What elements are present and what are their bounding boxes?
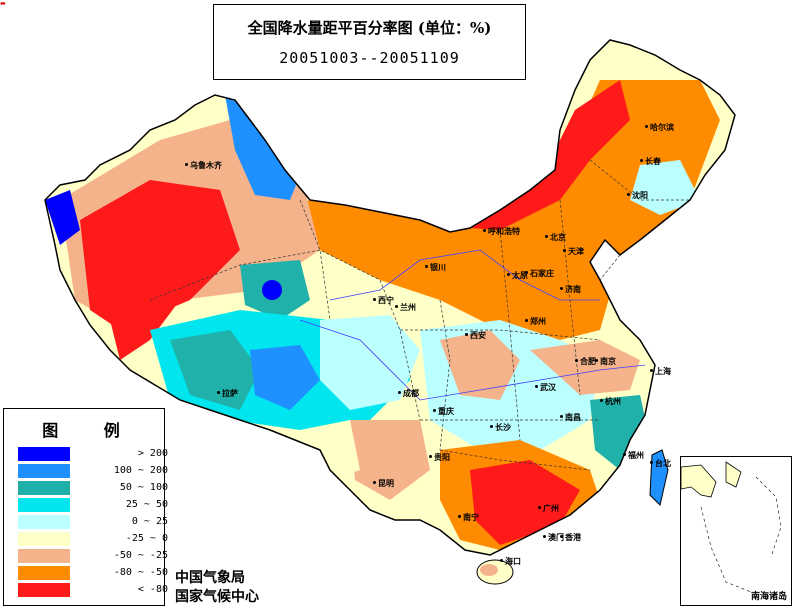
legend-swatch — [18, 515, 70, 529]
city-dot — [645, 125, 648, 128]
city-label: 银川 — [430, 263, 446, 272]
legend-swatch — [18, 532, 70, 546]
city-label: 拉萨 — [222, 389, 238, 398]
city-dot — [545, 235, 548, 238]
legend-swatch — [18, 447, 70, 461]
city-label: 南宁 — [463, 513, 479, 522]
city-dot — [500, 559, 503, 562]
city-label: 兰州 — [400, 303, 416, 312]
city-label: 昆明 — [378, 479, 394, 488]
city-dot — [217, 391, 220, 394]
city-dot — [507, 273, 510, 276]
legend-title: 图 例 — [42, 421, 140, 440]
legend-swatch — [18, 464, 70, 478]
city-label: 贵阳 — [434, 453, 450, 462]
city-dot — [458, 515, 461, 518]
city-label: 重庆 — [438, 407, 454, 416]
city-label: 杭州 — [605, 397, 621, 406]
city-label: 天津 — [568, 247, 584, 256]
title-box: 全国降水量距平百分率图 (单位：%) 20051003--20051109 — [213, 4, 526, 80]
city-label: 郑州 — [530, 317, 546, 326]
map-title: 全国降水量距平百分率图 (单位：%) — [247, 19, 492, 37]
city-dot — [465, 333, 468, 336]
taiwan-island — [649, 449, 669, 506]
legend-label: 0 ~ 25 — [131, 516, 168, 527]
legend: 图 例 > 200 100 ~ 200 50 ~ 100 25 ~ 50 0 ~ 25 -… — [3, 408, 168, 606]
legend-label: -50 ~ -25 — [113, 550, 168, 561]
legend-swatch — [18, 498, 70, 512]
city-label: 乌鲁木齐 — [190, 161, 222, 170]
city-label: 香港 — [565, 533, 581, 542]
city-dot — [640, 159, 643, 162]
city-dot — [538, 506, 541, 509]
city-dot — [535, 385, 538, 388]
city-dot — [595, 359, 598, 362]
legend-swatch — [18, 481, 70, 495]
legend-swatch — [18, 549, 70, 563]
city-dot — [627, 193, 630, 196]
city-label: 西宁 — [378, 296, 394, 305]
city-dot — [650, 369, 653, 372]
city-dot — [373, 481, 376, 484]
inset-label: 南海诸岛 — [750, 592, 787, 602]
city-dot — [398, 391, 401, 394]
credit-ncc: 国家气候中心 — [175, 589, 259, 605]
city-label: 长沙 — [495, 423, 511, 432]
legend-label: 50 ~ 100 — [119, 482, 168, 493]
legend-label: -80 ~ -50 — [113, 567, 168, 578]
legend-swatch — [18, 583, 70, 597]
city-dot — [543, 535, 546, 538]
city-label: 台北 — [655, 459, 671, 468]
city-label: 合肥 — [580, 357, 596, 366]
credit-cma: 中国气象局 — [175, 570, 245, 586]
city-dot — [525, 271, 528, 274]
city-label: 福州 — [628, 451, 644, 460]
city-dot — [560, 287, 563, 290]
city-dot — [623, 453, 626, 456]
legend-label: -25 ~ 0 — [125, 533, 168, 544]
city-dot — [433, 409, 436, 412]
city-dot — [483, 229, 486, 232]
city-label: 澳门 — [548, 533, 564, 542]
legend-swatch — [18, 566, 70, 580]
city-label: 广州 — [543, 504, 559, 513]
city-label: 济南 — [565, 285, 581, 294]
city-dot — [425, 265, 428, 268]
city-dot — [650, 461, 653, 464]
city-label: 成都 — [403, 389, 419, 398]
city-label: 海口 — [505, 557, 521, 566]
city-label: 呼和浩特 — [488, 227, 520, 236]
city-dot — [560, 535, 563, 538]
legend-label: 100 ~ 200 — [113, 465, 168, 476]
city-label: 西安 — [470, 331, 486, 340]
city-dot — [185, 163, 188, 166]
city-dot — [490, 425, 493, 428]
city-label: 沈阳 — [632, 191, 648, 200]
city-dot — [373, 298, 376, 301]
city-dot — [600, 399, 603, 402]
legend-label: < -80 — [137, 584, 168, 595]
city-label: 石家庄 — [530, 269, 554, 278]
city-dot — [525, 319, 528, 322]
south-china-sea-inset: 南海诸岛 — [680, 456, 792, 606]
city-dot — [429, 455, 432, 458]
city-label: 北京 — [550, 233, 566, 242]
inset-map — [680, 461, 782, 593]
legend-label: 25 ~ 50 — [125, 499, 168, 510]
city-dot — [560, 415, 563, 418]
city-label: 哈尔滨 — [650, 123, 674, 132]
city-label: 武汉 — [540, 383, 556, 392]
city-label: 上海 — [655, 367, 671, 376]
city-dot — [575, 359, 578, 362]
city-dot — [395, 305, 398, 308]
date-range: 20051003--20051109 — [279, 49, 460, 67]
rivers — [299, 249, 646, 401]
city-label: 长春 — [645, 157, 661, 166]
city-dot — [563, 249, 566, 252]
corner-mark: ▬ — [0, 0, 6, 7]
city-label: 南京 — [600, 357, 616, 366]
city-label: 南昌 — [565, 413, 581, 422]
legend-label: > 200 — [137, 448, 168, 459]
city-label: 太原 — [512, 271, 528, 280]
